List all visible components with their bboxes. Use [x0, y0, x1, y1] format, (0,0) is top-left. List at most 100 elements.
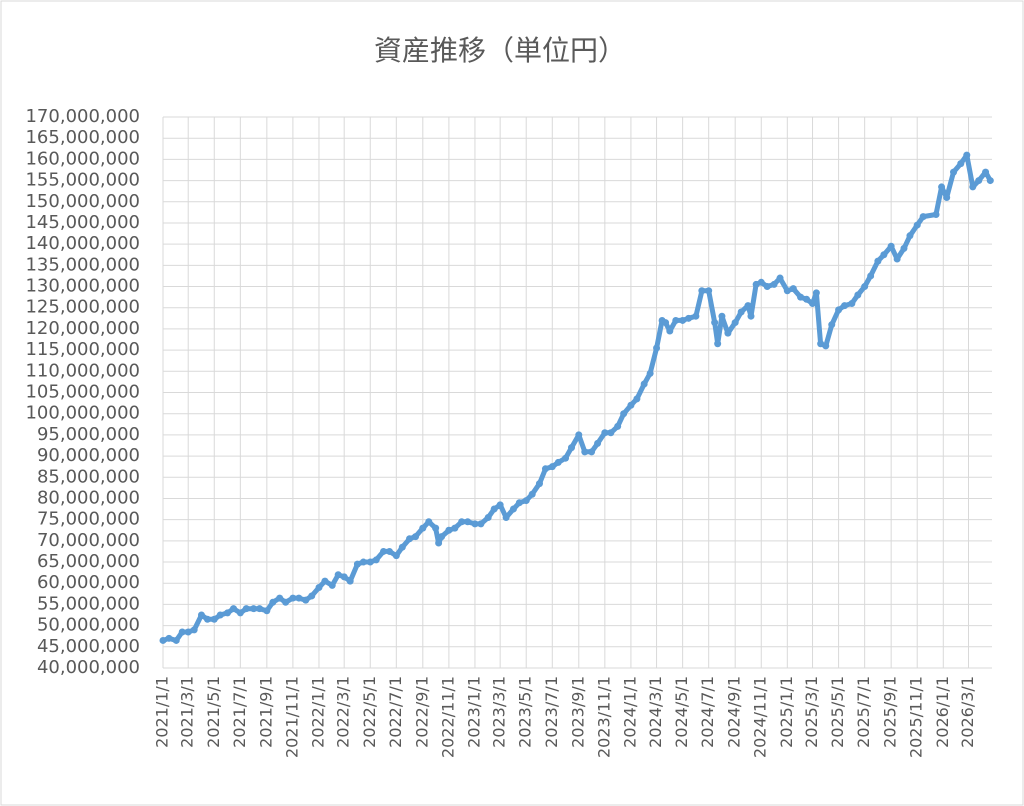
data-point: [692, 312, 700, 320]
data-point: [633, 395, 641, 403]
data-point: [763, 283, 771, 291]
x-tick-label: 2022/5/1: [360, 676, 379, 748]
data-point: [496, 501, 504, 509]
data-point: [295, 594, 303, 602]
data-point: [464, 518, 472, 526]
data-point: [435, 539, 443, 547]
data-point: [575, 431, 583, 439]
data-point: [938, 183, 946, 191]
data-point: [747, 312, 755, 320]
x-tick-label: 2024/11/1: [751, 676, 770, 758]
data-point: [250, 605, 258, 613]
data-point: [718, 312, 726, 320]
data-point: [666, 327, 674, 335]
y-tick-label: 85,000,000: [37, 466, 140, 487]
y-tick-label: 65,000,000: [37, 551, 140, 572]
data-point: [398, 543, 406, 551]
y-tick-label: 150,000,000: [25, 191, 140, 212]
x-tick-label: 2025/7/1: [854, 676, 873, 748]
data-point: [490, 505, 498, 513]
x-tick-label: 2021/11/1: [282, 676, 301, 758]
data-point: [969, 183, 977, 191]
x-tick-label: 2021/5/1: [204, 676, 223, 748]
y-tick-label: 135,000,000: [25, 254, 140, 275]
data-point: [662, 319, 670, 327]
y-tick-label: 60,000,000: [37, 572, 140, 593]
data-point: [770, 280, 778, 288]
x-tick-label: 2021/7/1: [230, 676, 249, 748]
x-tick-label: 2025/11/1: [907, 676, 926, 758]
data-point: [471, 520, 479, 528]
data-point: [276, 594, 284, 602]
y-tick-label: 90,000,000: [37, 445, 140, 466]
data-point: [458, 518, 466, 526]
data-point: [432, 524, 440, 532]
data-point: [484, 514, 492, 522]
x-tick-label: 2021/3/1: [178, 676, 197, 748]
data-point: [554, 458, 562, 466]
data-point: [698, 287, 706, 295]
data-point: [906, 232, 914, 240]
y-tick-label: 160,000,000: [25, 148, 140, 169]
y-tick-label: 145,000,000: [25, 212, 140, 233]
x-tick-label: 2023/1/1: [464, 676, 483, 748]
y-tick-label: 125,000,000: [25, 297, 140, 318]
y-tick-label: 170,000,000: [25, 106, 140, 127]
y-tick-label: 105,000,000: [25, 382, 140, 403]
data-point: [943, 194, 951, 202]
data-point: [711, 319, 719, 327]
data-point: [197, 611, 205, 619]
data-point: [919, 213, 927, 221]
data-point: [867, 272, 875, 280]
data-point: [900, 244, 908, 252]
data-point: [502, 514, 510, 522]
x-tick-label: 2025/3/1: [802, 676, 821, 748]
data-point: [256, 605, 264, 613]
data-point: [714, 340, 722, 348]
data-point: [653, 344, 661, 352]
data-point: [724, 329, 732, 337]
data-point: [854, 291, 862, 299]
data-point: [385, 547, 393, 555]
data-point: [477, 520, 485, 528]
data-point: [744, 302, 752, 310]
data-point: [419, 524, 427, 532]
x-tick-label: 2024/9/1: [725, 676, 744, 748]
data-point: [328, 581, 336, 589]
data-point: [588, 448, 596, 456]
data-point: [230, 605, 238, 613]
y-tick-label: 165,000,000: [25, 127, 140, 148]
data-point: [737, 308, 745, 316]
y-tick-label: 155,000,000: [25, 170, 140, 191]
y-tick-label: 55,000,000: [37, 593, 140, 614]
data-point: [438, 533, 446, 541]
data-point: [803, 295, 811, 303]
y-tick-label: 120,000,000: [25, 318, 140, 339]
data-point: [776, 274, 784, 282]
data-point: [620, 410, 628, 418]
data-point: [172, 636, 180, 644]
x-tick-label: 2022/1/1: [308, 676, 327, 748]
data-point: [789, 285, 797, 293]
data-point: [828, 321, 836, 329]
data-point: [646, 369, 654, 377]
data-point: [809, 299, 817, 307]
data-point: [841, 302, 849, 310]
data-point: [263, 607, 271, 615]
y-tick-label: 140,000,000: [25, 233, 140, 254]
data-point: [379, 547, 387, 555]
data-point: [874, 257, 882, 265]
y-tick-label: 75,000,000: [37, 509, 140, 530]
data-point: [835, 306, 843, 314]
x-tick-label: 2026/1/1: [933, 676, 952, 748]
y-tick-label: 100,000,000: [25, 403, 140, 424]
x-tick-label: 2022/3/1: [334, 676, 353, 748]
data-point: [601, 429, 609, 437]
data-point: [640, 380, 648, 388]
data-point: [334, 571, 342, 579]
x-tick-label: 2022/11/1: [438, 676, 457, 758]
data-point: [451, 524, 459, 532]
data-point: [190, 626, 198, 634]
data-point: [392, 552, 400, 560]
